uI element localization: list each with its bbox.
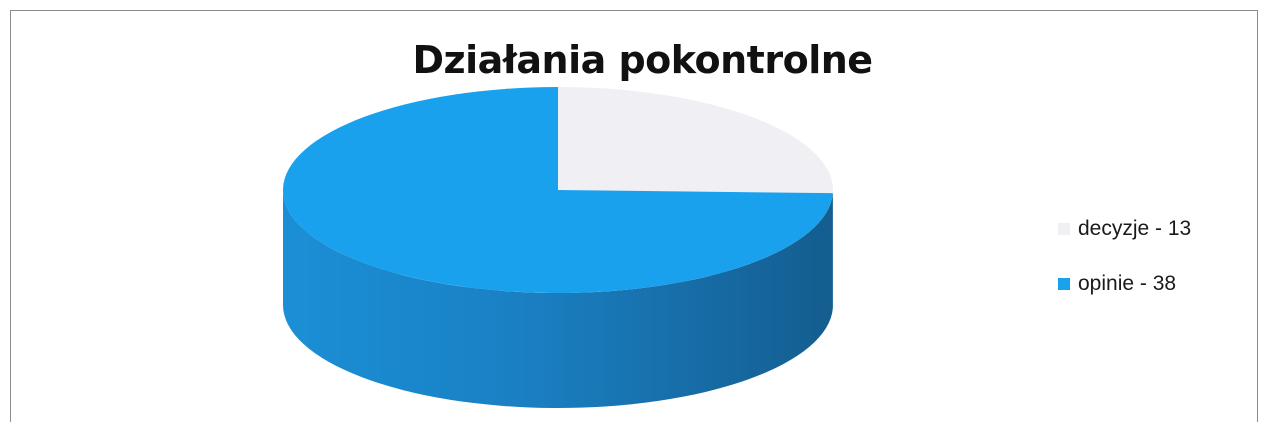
- legend-item-decyzje: decyzje - 13: [1058, 214, 1191, 244]
- pie-top-surface: [283, 87, 833, 293]
- legend-label-opinie: opinie - 38: [1078, 272, 1177, 295]
- legend-swatch-opinie: [1058, 278, 1070, 290]
- legend-item-opinie: opinie - 38: [1058, 269, 1191, 299]
- legend-swatch-decyzje: [1058, 223, 1070, 235]
- legend-label-decyzje: decyzje - 13: [1078, 217, 1192, 240]
- pie-slice-opinie: [283, 87, 833, 293]
- chart-title: Działania pokontrolne: [412, 38, 873, 82]
- pie-side-wall: [283, 190, 833, 409]
- pie-slice-decyzje: [558, 87, 833, 194]
- pie-side-opinie: [283, 190, 833, 409]
- legend: decyzje - 13 opinie - 38: [1058, 214, 1191, 324]
